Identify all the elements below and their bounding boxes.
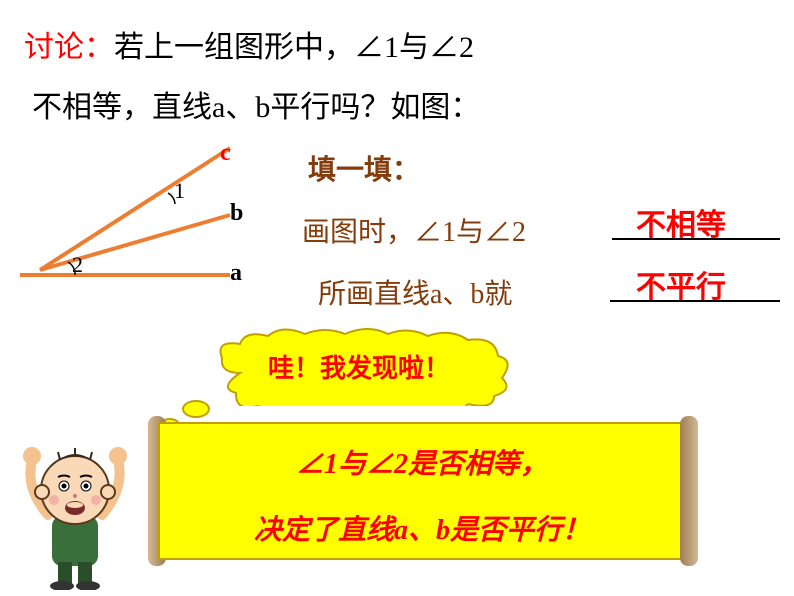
- geometry-diagram: c b a 1 2: [20, 140, 280, 320]
- discussion-line-2: 不相等，直线a、b平行吗？如图：: [32, 82, 480, 126]
- scroll-text-2: 决定了直线a、b是否平行！: [162, 508, 682, 548]
- discuss-rest: 若上一组图形中，∠1与∠2: [114, 31, 474, 64]
- fill-line2: 所画直线a、b就: [318, 272, 512, 312]
- bubble-text: 哇！我发现啦！: [268, 348, 450, 385]
- label-c: c: [220, 140, 231, 167]
- fill-line1: 画图时，∠1与∠2: [302, 210, 526, 250]
- scroll-right-roll: [680, 416, 698, 566]
- fill-title: 填一填：: [308, 148, 420, 188]
- blank2-underline: [610, 300, 780, 302]
- discussion-line-1: 讨论：若上一组图形中，∠1与∠2: [24, 22, 474, 66]
- label-a: a: [230, 260, 242, 287]
- label-angle-2: 2: [72, 252, 83, 278]
- discuss-label: 讨论：: [24, 31, 114, 64]
- cartoon-character-icon: [10, 420, 140, 590]
- scroll-text-1: ∠1与∠2是否相等，: [162, 442, 682, 482]
- label-b: b: [230, 200, 243, 227]
- diagram-svg: [20, 140, 280, 320]
- thought-bubble-1: [182, 400, 210, 418]
- label-angle-1: 1: [174, 178, 185, 204]
- blank1-underline: [612, 238, 780, 240]
- line-c: [40, 148, 230, 270]
